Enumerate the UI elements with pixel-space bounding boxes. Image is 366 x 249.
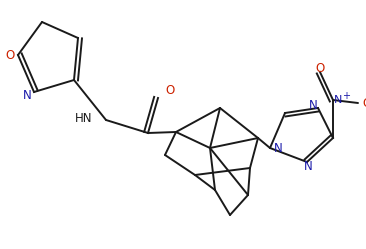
Text: HN: HN — [75, 112, 92, 124]
Text: O: O — [362, 97, 366, 110]
Text: N: N — [334, 95, 342, 105]
Text: O: O — [5, 49, 15, 62]
Text: O: O — [315, 62, 325, 74]
Text: N: N — [23, 88, 31, 102]
Text: N: N — [274, 142, 283, 155]
Text: O: O — [165, 83, 175, 97]
Text: N: N — [309, 99, 317, 112]
Text: N: N — [304, 160, 312, 173]
Text: +: + — [342, 91, 350, 101]
